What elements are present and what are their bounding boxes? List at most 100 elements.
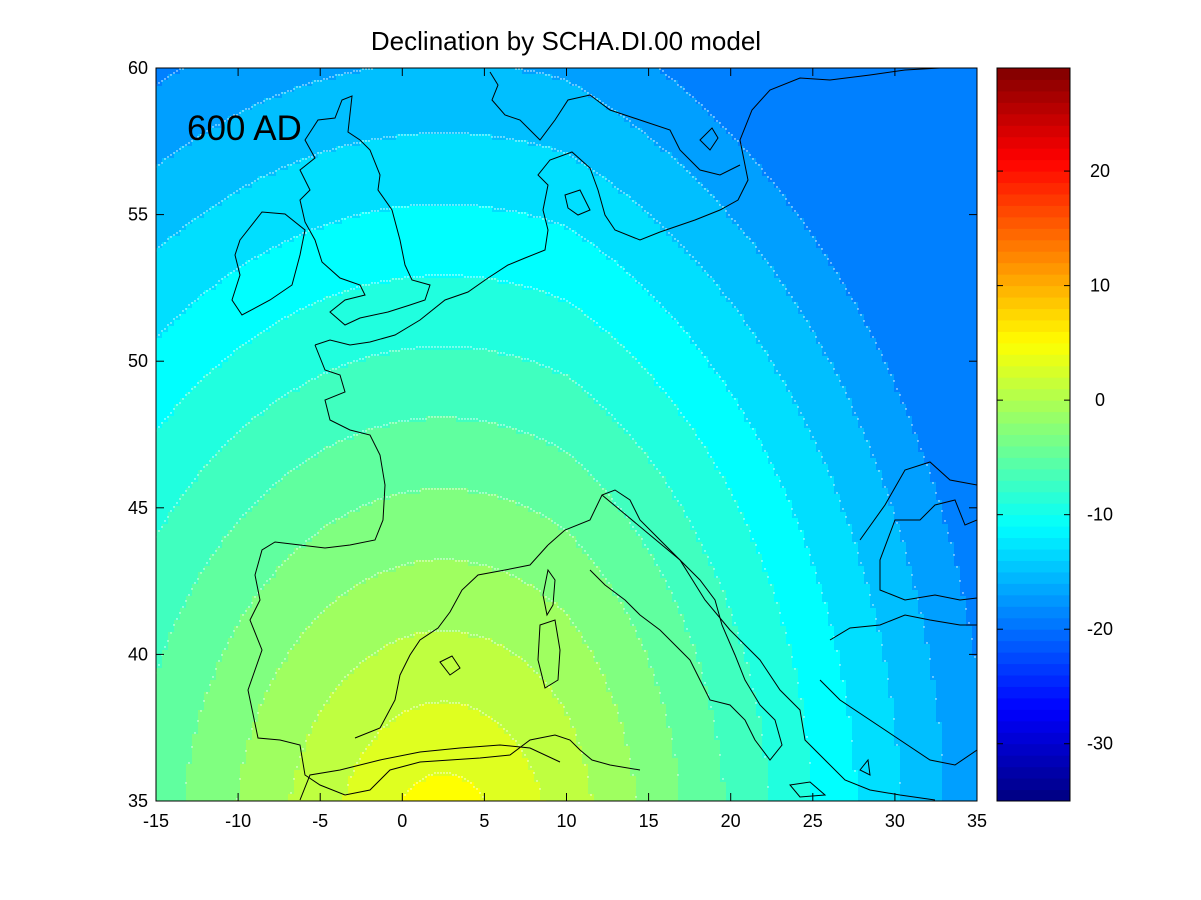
heat-cell bbox=[372, 506, 379, 513]
heat-cell bbox=[336, 662, 343, 669]
heat-cell bbox=[210, 320, 217, 327]
heat-cell bbox=[198, 266, 205, 273]
heat-cell bbox=[378, 548, 385, 555]
heat-cell bbox=[222, 458, 229, 465]
heat-cell bbox=[366, 104, 373, 111]
heat-cell bbox=[372, 740, 379, 747]
heat-cell bbox=[294, 368, 301, 375]
heat-cell bbox=[240, 746, 247, 753]
heat-cell bbox=[318, 242, 325, 249]
heat-cell bbox=[378, 674, 385, 681]
heat-cell bbox=[240, 422, 247, 429]
heat-cell bbox=[198, 470, 205, 477]
heat-cell bbox=[336, 92, 343, 99]
heat-cell bbox=[168, 284, 175, 291]
heat-cell bbox=[246, 218, 253, 225]
heat-cell bbox=[240, 212, 247, 219]
heat-cell bbox=[372, 110, 379, 117]
heat-cell bbox=[312, 410, 319, 417]
heat-cell bbox=[216, 182, 223, 189]
heat-cell bbox=[318, 512, 325, 519]
heat-cell bbox=[372, 524, 379, 531]
heat-cell bbox=[246, 212, 253, 219]
heat-cell bbox=[180, 434, 187, 441]
heat-cell bbox=[276, 626, 283, 633]
heat-cell bbox=[216, 416, 223, 423]
heat-cell bbox=[366, 200, 373, 207]
heat-cell bbox=[210, 692, 217, 699]
heat-cell bbox=[282, 368, 289, 375]
heat-cell bbox=[312, 674, 319, 681]
heat-cell bbox=[294, 434, 301, 441]
heat-cell bbox=[336, 650, 343, 657]
heat-cell bbox=[192, 80, 199, 87]
heat-cell bbox=[270, 98, 277, 105]
heat-cell bbox=[210, 470, 217, 477]
heat-cell bbox=[258, 140, 265, 147]
heat-cell bbox=[240, 464, 247, 471]
heat-cell bbox=[246, 368, 253, 375]
heat-cell bbox=[198, 644, 205, 651]
heat-cell bbox=[246, 482, 253, 489]
heat-cell bbox=[186, 134, 193, 141]
heat-cell bbox=[168, 614, 175, 621]
heat-cell bbox=[354, 530, 361, 537]
heat-cell bbox=[384, 164, 391, 171]
heat-cell bbox=[168, 260, 175, 267]
heat-cell bbox=[198, 386, 205, 393]
heat-cell bbox=[390, 548, 397, 555]
heat-cell bbox=[330, 122, 337, 129]
heat-cell bbox=[246, 788, 253, 795]
heat-cell bbox=[288, 668, 295, 675]
heat-cell bbox=[210, 560, 217, 567]
heat-cell bbox=[348, 644, 355, 651]
heat-cell bbox=[168, 200, 175, 207]
heat-cell bbox=[162, 224, 169, 231]
heat-cell bbox=[342, 248, 349, 255]
heat-cell bbox=[258, 740, 265, 747]
heat-cell bbox=[330, 170, 337, 177]
heat-cell bbox=[204, 224, 211, 231]
heat-cell bbox=[252, 122, 259, 129]
heat-cell bbox=[234, 392, 241, 399]
heat-cell bbox=[294, 254, 301, 261]
heat-cell bbox=[330, 110, 337, 117]
heat-cell bbox=[222, 428, 229, 435]
heat-cell bbox=[246, 524, 253, 531]
heat-cell bbox=[162, 512, 169, 519]
heat-cell bbox=[306, 560, 313, 567]
heat-cell bbox=[396, 518, 403, 525]
heat-cell bbox=[270, 302, 277, 309]
heat-cell bbox=[156, 242, 163, 249]
heat-cell bbox=[390, 314, 397, 321]
heat-cell bbox=[252, 602, 259, 609]
heat-cell bbox=[306, 386, 313, 393]
heat-cell bbox=[216, 392, 223, 399]
heat-cell bbox=[312, 362, 319, 369]
heat-cell bbox=[270, 674, 277, 681]
heat-cell bbox=[354, 176, 361, 183]
heat-cell bbox=[222, 188, 229, 195]
heat-cell bbox=[276, 680, 283, 687]
heat-cell bbox=[342, 344, 349, 351]
heat-cell bbox=[306, 638, 313, 645]
heat-cell bbox=[252, 782, 259, 789]
heat-cell bbox=[246, 686, 253, 693]
heat-cell bbox=[216, 452, 223, 459]
heat-cell bbox=[162, 230, 169, 237]
heat-cell bbox=[300, 446, 307, 453]
heat-cell bbox=[162, 200, 169, 207]
heat-cell bbox=[288, 188, 295, 195]
heat-cell bbox=[240, 584, 247, 591]
heat-cell bbox=[264, 374, 271, 381]
heat-cell bbox=[216, 626, 223, 633]
heat-cell bbox=[270, 236, 277, 243]
heat-cell bbox=[216, 578, 223, 585]
heat-cell bbox=[354, 788, 361, 795]
heat-cell bbox=[282, 452, 289, 459]
heat-cell bbox=[174, 236, 181, 243]
heat-cell bbox=[372, 776, 379, 783]
heat-cell bbox=[240, 710, 247, 717]
heat-cell bbox=[306, 374, 313, 381]
heat-cell bbox=[318, 464, 325, 471]
